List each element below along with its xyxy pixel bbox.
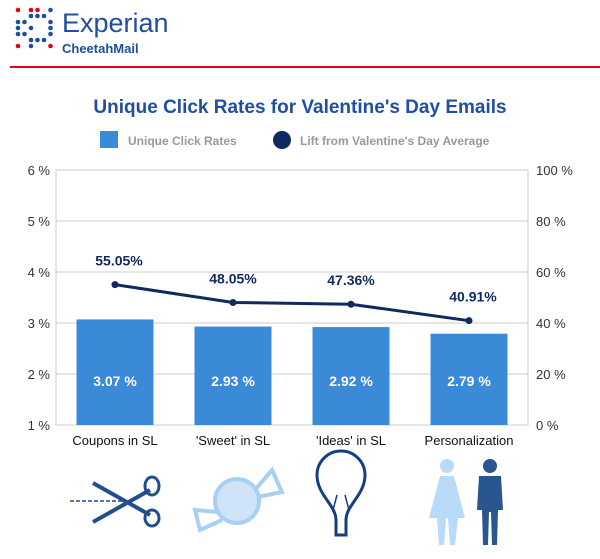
right-tick-label: 20 %	[536, 367, 566, 382]
category-label: Personalization	[425, 433, 514, 448]
lift-data-label: 40.91%	[449, 289, 497, 305]
lift-line	[114, 283, 470, 323]
legend: Unique Click Rates Lift from Valentine's…	[100, 131, 490, 149]
logo-dot	[22, 31, 27, 37]
logo-dot	[35, 37, 40, 43]
logo-dot	[48, 43, 53, 49]
bar	[194, 326, 272, 425]
logo-dot	[48, 7, 53, 13]
category-icons	[70, 449, 503, 545]
brand-name: Experian	[62, 8, 169, 38]
logo-dot	[48, 31, 53, 37]
legend-line-swatch	[273, 131, 291, 149]
bar-data-label: 3.07 %	[93, 373, 137, 389]
bar	[430, 333, 508, 425]
category-label: Coupons in SL	[72, 433, 157, 448]
logo-dot	[28, 43, 34, 49]
lift-data-label: 48.05%	[209, 270, 257, 286]
chart-title: Unique Click Rates for Valentine's Day E…	[93, 97, 506, 118]
logo-dot	[35, 7, 40, 13]
lift-point	[347, 300, 355, 308]
lift-point	[465, 317, 473, 325]
logo-dot	[48, 25, 53, 31]
right-tick-label: 40 %	[536, 316, 566, 331]
logo-dot	[15, 7, 21, 13]
right-tick-label: 60 %	[536, 265, 566, 280]
logo-dot	[41, 13, 47, 19]
logo-dot	[28, 37, 34, 43]
logo-dot	[15, 31, 21, 37]
logo-dot	[28, 7, 34, 13]
logo-dot	[22, 19, 27, 25]
right-tick-label: 100 %	[536, 163, 573, 178]
bar-data-label: 2.92 %	[329, 373, 373, 389]
people-icon	[429, 459, 503, 545]
lift-point	[111, 281, 119, 289]
left-tick-label: 6 %	[28, 163, 51, 178]
legend-line-label: Lift from Valentine's Day Average	[300, 134, 490, 148]
sub-brand: CheetahMail	[62, 41, 139, 56]
left-tick-label: 3 %	[28, 316, 51, 331]
right-tick-label: 80 %	[536, 214, 566, 229]
experian-logo-icon	[15, 7, 53, 49]
lightbulb-icon	[315, 449, 367, 537]
candy-icon	[192, 466, 285, 533]
logo-dot	[35, 13, 40, 19]
header-divider	[10, 66, 600, 68]
legend-bar-label: Unique Click Rates	[128, 134, 237, 148]
legend-bar-swatch	[100, 131, 118, 148]
category-label: 'Ideas' in SL	[316, 433, 386, 448]
bar-data-label: 2.93 %	[211, 373, 255, 389]
bar	[312, 327, 390, 425]
category-label: 'Sweet' in SL	[196, 433, 270, 448]
logo-dot	[15, 43, 21, 49]
left-tick-label: 2 %	[28, 367, 51, 382]
logo-dot	[15, 25, 21, 31]
left-tick-label: 4 %	[28, 265, 51, 280]
logo-dot	[28, 13, 34, 19]
lift-data-label: 47.36%	[327, 272, 375, 288]
bar	[76, 319, 154, 425]
left-tick-label: 1 %	[28, 418, 51, 433]
logo-dot	[28, 25, 34, 31]
logo-dot	[15, 19, 21, 25]
lift-point	[229, 298, 237, 306]
right-tick-label: 0 %	[536, 418, 559, 433]
lift-data-label: 55.05%	[95, 253, 143, 269]
logo-dot	[48, 19, 53, 25]
logo-dot	[41, 37, 47, 43]
left-tick-label: 5 %	[28, 214, 51, 229]
bar-data-label: 2.79 %	[447, 373, 491, 389]
scissors-icon	[70, 475, 161, 528]
